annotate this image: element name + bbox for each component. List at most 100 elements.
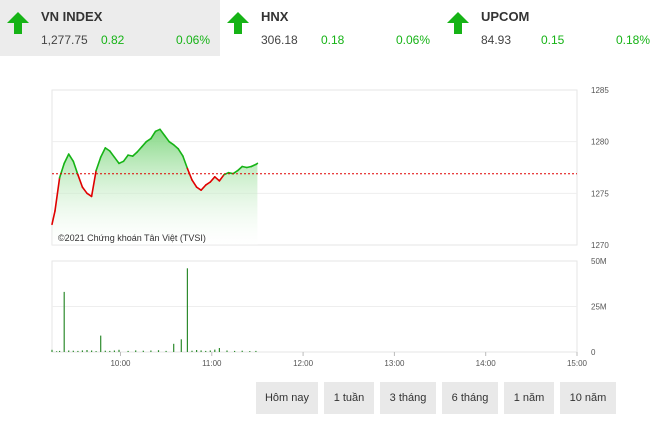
range-button-3-months[interactable]: 3 tháng	[380, 382, 436, 414]
volume-bar	[100, 335, 102, 352]
range-button-1-week[interactable]: 1 tuần	[324, 382, 374, 414]
price-line-segment	[232, 169, 239, 175]
index-change-percent: 0.06%	[395, 33, 430, 47]
price-line-segment	[90, 169, 97, 198]
index-change-percent: 0.06%	[175, 33, 210, 47]
volume-bar	[205, 350, 207, 352]
range-button-1-year[interactable]: 1 năm	[504, 382, 554, 414]
index-value: 84.93	[481, 33, 512, 47]
price-line-segment	[131, 151, 138, 157]
index-change-percent: 0.18%	[615, 33, 650, 47]
price-y-tick-label: 1280	[591, 138, 609, 147]
volume-bar	[196, 350, 198, 352]
price-line-segment	[204, 181, 212, 186]
volume-bar	[157, 350, 160, 352]
volume-bar	[142, 350, 144, 352]
price-y-tick-label: 1275	[591, 189, 609, 198]
arrow-up-icon	[227, 12, 249, 34]
price-line-segment	[195, 186, 202, 191]
price-line-segment	[191, 179, 198, 188]
volume-y-tick-label: 50M	[591, 257, 607, 266]
x-tick-label: 13:00	[384, 359, 405, 368]
volume-bar	[191, 350, 193, 352]
price-line-segment	[81, 186, 88, 195]
price-line-segment	[250, 163, 257, 168]
volume-bar	[255, 350, 257, 352]
price-line-segment	[255, 162, 259, 166]
price-line-segment	[86, 192, 93, 198]
x-tick-label: 15:00	[567, 359, 588, 368]
volume-bar	[249, 351, 251, 352]
volume-bar	[214, 349, 216, 352]
price-line-segment	[200, 184, 207, 191]
arrow-up-icon	[7, 12, 29, 34]
price-line-segment	[104, 147, 111, 152]
volume-y-tick-label: 25M	[591, 303, 607, 312]
volume-y-tick-label: 0	[591, 348, 596, 357]
tab-hnx[interactable]: HNX 306.18 0.18 0.06%	[220, 0, 440, 56]
price-y-tick-label: 1285	[591, 86, 609, 95]
price-line-segment	[109, 150, 116, 158]
index-value: 306.18	[261, 33, 298, 47]
volume-panel: 50M 25M 0 10:00 11:00 12:00 13:00 14:00 15:00	[51, 257, 607, 368]
volume-bar	[81, 350, 83, 352]
price-line-segment	[182, 155, 189, 170]
price-line-segment	[163, 134, 170, 143]
x-tick-label: 10:00	[110, 359, 131, 368]
range-button-today[interactable]: Hôm nay	[256, 382, 318, 414]
volume-bar	[77, 350, 79, 352]
price-line-segment	[218, 173, 225, 182]
price-line-segment	[72, 160, 79, 176]
price-line-segment	[51, 210, 56, 226]
volume-bar	[118, 349, 120, 352]
price-line-segment	[214, 176, 221, 182]
volume-bar	[234, 350, 236, 352]
price-line-segment	[209, 176, 216, 183]
volume-bar	[51, 349, 53, 352]
price-line-segment	[172, 144, 180, 150]
x-tick-label: 14:00	[476, 359, 497, 368]
price-line-segment	[145, 137, 152, 143]
x-tick-label: 12:00	[293, 359, 314, 368]
volume-bar	[68, 350, 70, 352]
volume-bar	[86, 350, 88, 352]
price-plot-frame	[51, 89, 578, 246]
volume-bar	[59, 350, 61, 352]
price-line-segment	[236, 165, 243, 172]
index-change: 0.82	[101, 33, 125, 47]
index-change: 0.18	[321, 33, 345, 47]
volume-bar	[91, 350, 93, 352]
price-line-segment	[141, 140, 148, 148]
volume-bar	[186, 268, 188, 352]
volume-bar	[180, 339, 182, 352]
price-line-segment	[58, 162, 65, 179]
price-line-segment	[168, 140, 175, 146]
price-line-segment	[223, 171, 230, 176]
volume-bar	[165, 350, 167, 352]
price-panel: 1285 1280 1275 1270 ©2021 Chứng khoán Tân V…	[51, 86, 609, 250]
volume-bar	[95, 351, 97, 352]
volume-bar	[218, 348, 220, 352]
volume-bar	[127, 350, 129, 352]
price-line-segment	[113, 156, 120, 165]
tab-upcom[interactable]: UPCOM 84.93 0.15 0.18%	[440, 0, 660, 56]
tab-vn-index[interactable]: VN INDEX 1,277.75 0.82 0.06%	[0, 0, 220, 56]
index-value: 1,277.75	[41, 33, 88, 47]
volume-bar	[72, 350, 74, 352]
range-button-6-months[interactable]: 6 tháng	[442, 382, 498, 414]
range-button-10-years[interactable]: 10 năm	[560, 382, 616, 414]
index-name: VN INDEX	[41, 9, 103, 24]
price-line-segment	[118, 160, 125, 165]
price-line-segment	[159, 128, 166, 137]
price-line-segment	[99, 147, 107, 158]
price-line-segment	[122, 154, 129, 163]
price-line-segment	[77, 173, 84, 188]
index-name: HNX	[261, 9, 289, 24]
volume-bar	[63, 291, 65, 352]
volume-bar	[135, 350, 137, 352]
arrow-up-icon	[447, 12, 469, 34]
volume-bar	[109, 350, 111, 352]
price-line-segment	[67, 153, 75, 163]
index-change: 0.15	[541, 33, 565, 47]
